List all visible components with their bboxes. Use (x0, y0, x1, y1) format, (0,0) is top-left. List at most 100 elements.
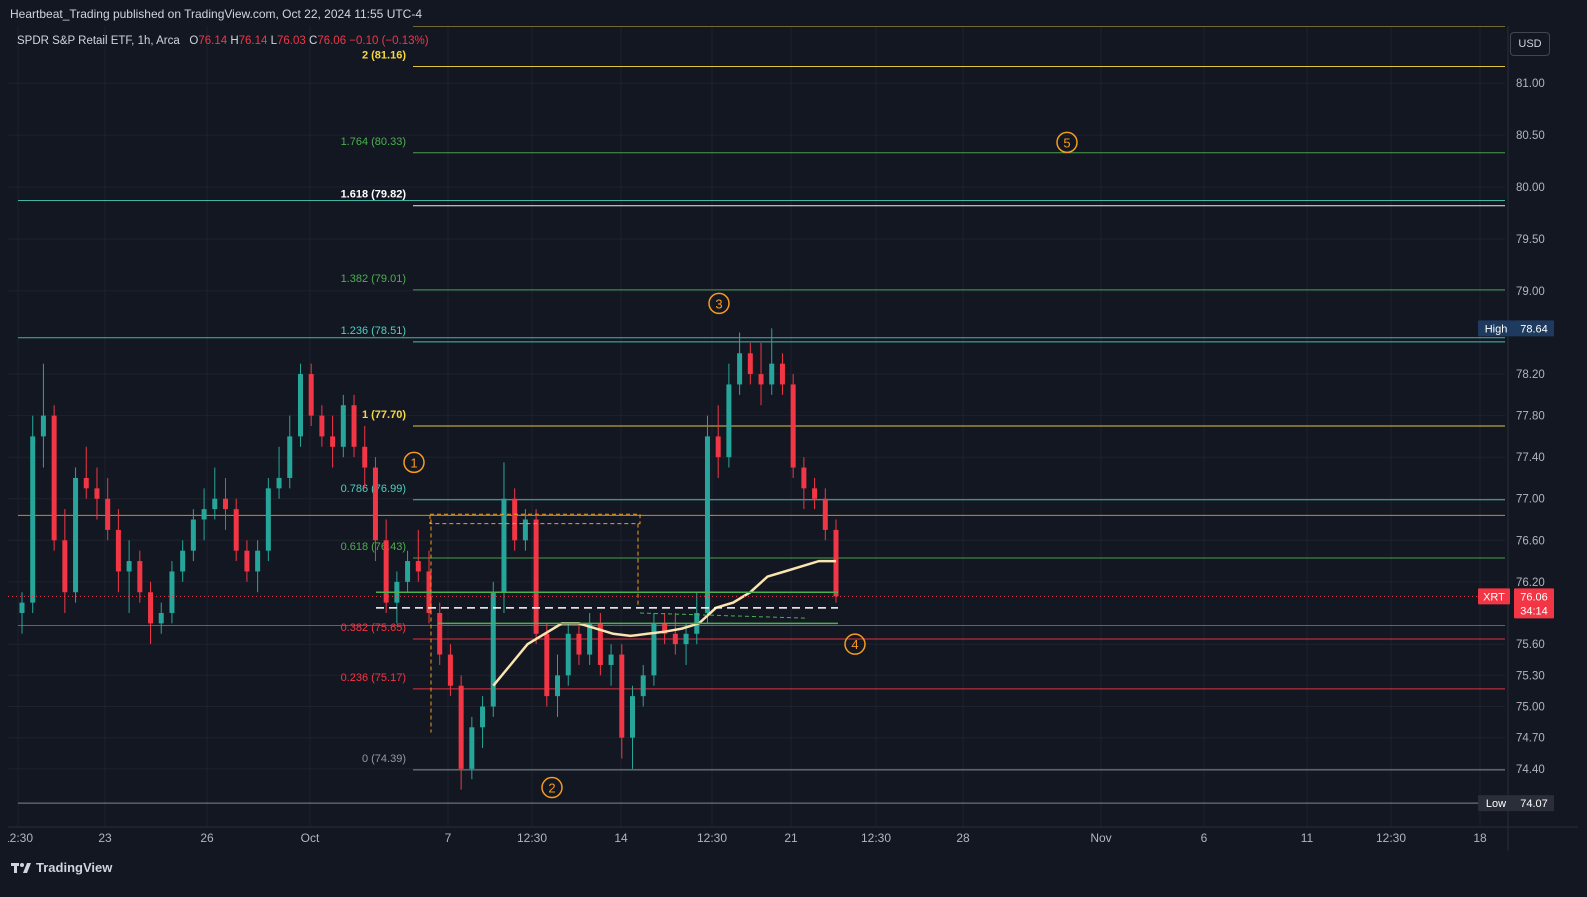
wave-label-circle (1056, 131, 1078, 154)
wave-label: 3 (715, 296, 722, 311)
high-tag-value-bg (1514, 320, 1554, 337)
candle-body (469, 727, 475, 769)
last-timer-tag-bg (1514, 602, 1554, 619)
candle-body (672, 633, 678, 645)
y-tick-label: 79.50 (1516, 234, 1545, 246)
x-tick-label: 18 (1473, 831, 1487, 845)
x-tick-label: 12:30 (1376, 831, 1406, 845)
candle-body (747, 353, 753, 375)
candle-body (801, 467, 807, 489)
candle-body (437, 613, 443, 655)
candle-body (233, 509, 239, 551)
tradingview-logo-icon (11, 862, 31, 873)
candle-body (40, 415, 46, 437)
low-tag-label: Low (1486, 798, 1506, 810)
candle-body (265, 488, 271, 551)
x-tick-label: 14 (614, 831, 628, 845)
high-label: H (230, 35, 239, 47)
candle-body (662, 623, 668, 634)
y-tick-label: 79.00 (1516, 286, 1545, 298)
last-timer-tag: 34:14 (1520, 605, 1548, 617)
high-tag-value: 78.64 (1520, 323, 1548, 335)
price-chart[interactable]: 2 (81.16) 1.764 (80.33) 1.618 (79.82) 1.382… (8, 26, 1578, 851)
x-tick-label: 21 (784, 831, 798, 845)
candle-body (330, 436, 336, 447)
candle-body (533, 519, 539, 634)
wave-label-circle (403, 451, 425, 474)
candle-body (651, 623, 657, 676)
candle-body (308, 374, 314, 416)
candle-body (223, 498, 228, 510)
y-tick-label: 75.30 (1516, 670, 1545, 682)
candle-body (137, 561, 143, 593)
candle-body (544, 633, 550, 697)
open-label: O (189, 35, 199, 47)
candle-body (447, 654, 453, 686)
fib-level-label: 0.236 (75.17) (341, 672, 406, 684)
wave-label: 4 (851, 637, 858, 652)
candle-body (512, 498, 518, 541)
y-tick-label: 77.40 (1516, 452, 1545, 464)
candle-body (458, 685, 464, 769)
footer: TradingView (10, 860, 112, 875)
candle-body (83, 477, 89, 489)
y-tick-label: 80.50 (1516, 130, 1545, 142)
candle-body (158, 613, 164, 624)
x-tick-label: 11 (1301, 831, 1314, 845)
candle-body (148, 592, 154, 624)
x-tick-label: 12:30 (517, 831, 547, 845)
y-tick-label: 75.60 (1516, 639, 1545, 651)
candle-body (362, 446, 368, 468)
candle-body (630, 696, 635, 738)
candle-body (726, 384, 732, 458)
x-tick-label: 23 (98, 831, 112, 845)
candle-body (115, 529, 121, 572)
chart-area[interactable]: 2 (81.16) 1.764 (80.33) 1.618 (79.82) 1.382… (8, 26, 1578, 851)
x-tick-label: 28 (956, 831, 970, 845)
candle-body (126, 561, 132, 572)
y-tick-label: 77.80 (1516, 411, 1545, 423)
fib-level-label: 1 (77.70) (362, 409, 406, 421)
candle-body (201, 509, 207, 520)
currency-button[interactable]: USD (1510, 32, 1550, 56)
candle-body (704, 436, 710, 614)
candle-body (19, 602, 25, 614)
candle-body (790, 384, 796, 468)
y-tick-label: 74.70 (1516, 733, 1545, 745)
candle-body (565, 633, 571, 676)
candle-body (190, 519, 196, 551)
candle-body (640, 675, 646, 697)
close-value: 76.06 (317, 35, 347, 47)
candle-body (105, 498, 111, 530)
wave-label-circle (844, 633, 866, 655)
last-symbol-tag: XRT (1483, 591, 1505, 603)
candle-body (73, 477, 79, 593)
candle-body (351, 405, 357, 447)
fib-level-label: 0.618 (76.43) (341, 541, 406, 553)
projection-line (639, 612, 809, 619)
tradingview-brand: TradingView (36, 860, 113, 875)
candle-body (608, 654, 614, 665)
low-tag-value: 74.07 (1520, 798, 1548, 810)
wave-label-circle (541, 776, 563, 799)
low-tag-label-bg (1478, 795, 1514, 812)
candle-body (287, 436, 293, 478)
wave-label-circle (708, 292, 730, 315)
candle-body (340, 405, 346, 447)
candle-body (51, 415, 57, 541)
candle-body (212, 498, 218, 510)
candle-body (30, 436, 36, 603)
change-value: −0.10 (−0.13%) (349, 35, 429, 47)
candle-body (94, 488, 100, 499)
x-tick-label: 12:30 (861, 831, 891, 845)
fib-level-label: 2 (81.16) (362, 50, 406, 62)
y-tick-label: 78.20 (1516, 369, 1545, 381)
candle-body (587, 623, 593, 655)
high-tag-label-bg (1478, 320, 1514, 337)
last-price-tag: 76.06 (1520, 591, 1548, 603)
last-price-tag-bg (1514, 588, 1554, 605)
x-tick-label: 7 (445, 831, 452, 845)
wave-label: 2 (548, 781, 555, 796)
wave-label: 1 (410, 455, 417, 470)
fib-level-label: 1.764 (80.33) (341, 136, 406, 148)
